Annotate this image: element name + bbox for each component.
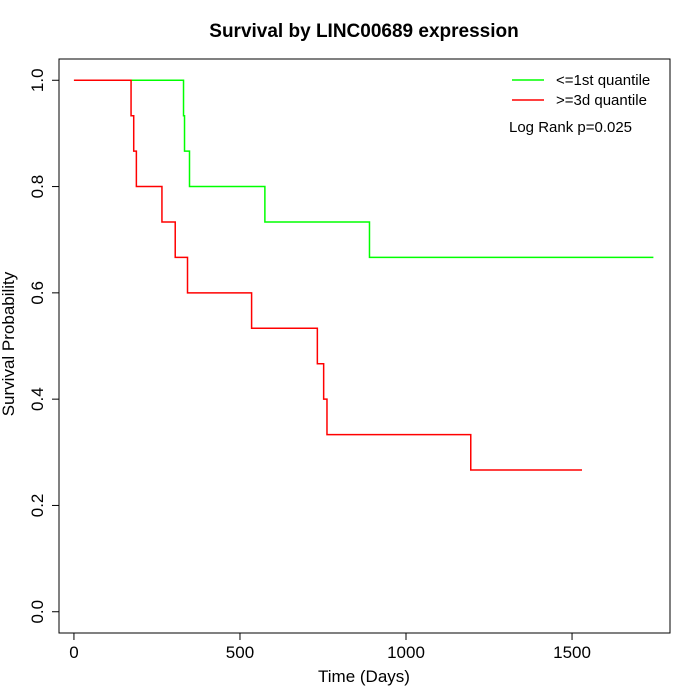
y-tick-label: 0.4: [28, 387, 47, 411]
chart-title: Survival by LINC00689 expression: [209, 21, 518, 42]
x-tick-label: 1500: [553, 643, 591, 662]
series-line-2: [73, 79, 583, 471]
y-tick-label: 0.0: [28, 600, 47, 624]
y-tick-label: 0.6: [28, 281, 47, 305]
x-tick-label: 1000: [387, 643, 425, 662]
x-tick-label: 500: [226, 643, 254, 662]
x-tick-label: 0: [69, 643, 78, 662]
legend: <=1st quantile >=3d quantile: [512, 72, 650, 109]
y-tick-label: 0.2: [28, 494, 47, 518]
y-tick-label: 1.0: [28, 68, 47, 92]
series-line-1: [73, 79, 654, 259]
x-axis-label: Time (Days): [318, 667, 410, 686]
series-layer: [73, 79, 654, 471]
plot-frame: [58, 58, 671, 634]
y-axis-label: Survival Probability: [0, 271, 18, 416]
legend-label: <=1st quantile: [556, 72, 650, 89]
x-axis: 0 500 1000 1500: [69, 633, 591, 662]
y-tick-label: 0.8: [28, 175, 47, 199]
log-rank-annotation: Log Rank p=0.025: [509, 119, 632, 136]
legend-label: >=3d quantile: [556, 92, 647, 109]
y-axis: 0.0 0.2 0.4 0.6 0.8 1.0: [28, 68, 59, 624]
